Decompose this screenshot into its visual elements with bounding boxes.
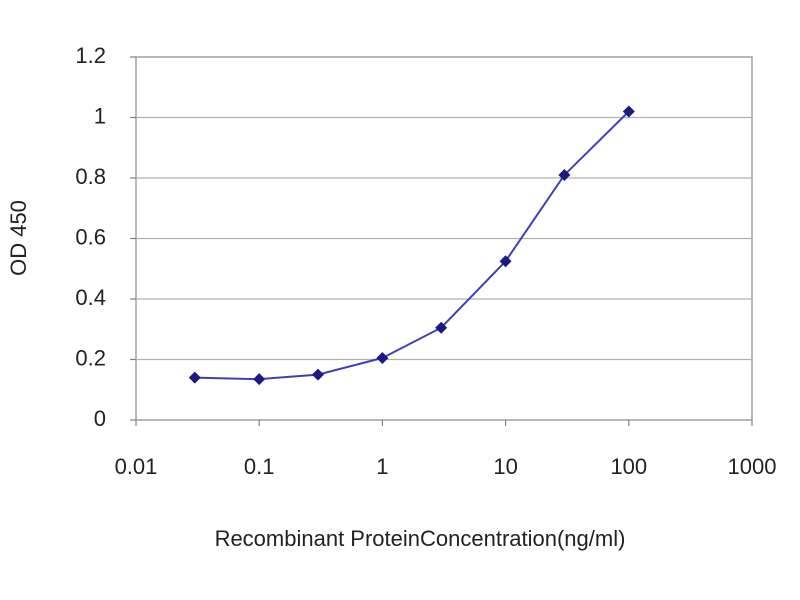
y-tick-label: 1 xyxy=(94,103,106,128)
data-point xyxy=(188,371,201,384)
y-tick-label: 0.2 xyxy=(75,345,106,370)
x-tick-label: 1000 xyxy=(728,454,777,479)
y-tick-label: 0 xyxy=(94,406,106,431)
data-point xyxy=(311,368,324,381)
data-line xyxy=(194,110,630,381)
y-tick-label: 0.6 xyxy=(75,224,106,249)
data-point xyxy=(558,168,571,181)
data-point xyxy=(499,255,512,268)
data-point xyxy=(376,351,389,364)
y-tick-label: 0.8 xyxy=(75,164,106,189)
x-axis-title: Recombinant ProteinConcentration(ng/ml) xyxy=(215,526,626,551)
data-point xyxy=(435,321,448,334)
data-point xyxy=(622,105,635,118)
x-tick-label: 1 xyxy=(376,454,388,479)
x-tick-label: 0.1 xyxy=(244,454,275,479)
x-tick-label: 0.01 xyxy=(115,454,158,479)
data-point xyxy=(253,373,266,386)
y-tick-label: 0.4 xyxy=(75,285,106,310)
x-tick-label: 10 xyxy=(493,454,517,479)
y-axis-title: OD 450 xyxy=(6,200,31,276)
x-tick-label: 100 xyxy=(610,454,647,479)
y-tick-label: 1.2 xyxy=(75,43,106,68)
